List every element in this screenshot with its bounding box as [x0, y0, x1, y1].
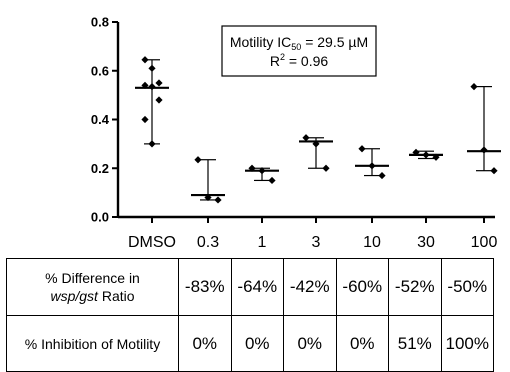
data-point — [141, 81, 149, 89]
y-tick-label: 0.0 — [91, 210, 109, 225]
x-tick-label: DMSO — [128, 234, 176, 251]
data-point — [412, 148, 420, 157]
table-cell: 0% — [335, 315, 389, 372]
table-row-inhibition: % Inhibition of Motility 0% 0% 0% 0% 51%… — [6, 315, 494, 372]
table-row-difference: % Difference in wsp/gst Ratio -83% -64% … — [6, 258, 494, 316]
table-cell: 0% — [178, 315, 232, 372]
table-cell: 100% — [440, 315, 494, 372]
data-point — [214, 196, 222, 204]
y-tick-label: 0.8 — [91, 15, 109, 30]
table-cell: 0% — [283, 315, 337, 372]
table-cell: -64% — [230, 258, 284, 316]
row-header-inhibition: % Inhibition of Motility — [6, 315, 179, 372]
x-tick-label: 3 — [312, 234, 321, 251]
table-cell: -50% — [440, 258, 494, 316]
y-tick-label: 0.4 — [91, 112, 110, 127]
chart-axes — [112, 21, 495, 223]
scatter-chart: 0.0 0.2 0.4 0.6 0.8 DMSO 0.3 1 3 10 30 100 Motility… — [91, 15, 501, 252]
x-tick-label: 1 — [258, 234, 267, 251]
table-cell: -60% — [335, 258, 389, 316]
data-point — [480, 146, 488, 154]
data-point — [155, 79, 163, 87]
table-cell: 51% — [388, 315, 442, 372]
row-header-italic: wsp/gst — [50, 288, 98, 304]
data-point — [368, 162, 376, 170]
chart-marks — [135, 56, 501, 204]
data-point — [148, 64, 156, 72]
y-tick-label: 0.2 — [91, 161, 109, 176]
annotation-line2: R2 = 0.96 — [270, 52, 329, 69]
data-point — [358, 145, 366, 153]
data-point — [148, 82, 156, 91]
data-point — [490, 167, 498, 175]
annotation-box: Motility IC50 = 29.5 µM R2 = 0.96 — [221, 25, 377, 77]
row-header-line1: % Difference in — [45, 270, 140, 286]
data-point — [302, 134, 310, 142]
annotation-frame — [221, 25, 377, 77]
table-cell: 0% — [230, 315, 284, 372]
table-cell: -83% — [178, 258, 232, 316]
table-cell: -52% — [388, 258, 442, 316]
summary-table: % Difference in wsp/gst Ratio -83% -64% … — [6, 258, 494, 372]
data-point — [378, 171, 386, 180]
row-header-difference: % Difference in wsp/gst Ratio — [6, 258, 179, 316]
data-point — [422, 151, 430, 159]
data-point — [155, 96, 163, 104]
x-tick-label: 0.3 — [197, 234, 219, 251]
row-header-suffix: Ratio — [97, 288, 135, 304]
x-tick-label: 100 — [471, 234, 498, 251]
data-point — [141, 56, 149, 64]
data-point — [248, 164, 256, 172]
data-point — [268, 176, 276, 185]
y-tick-label: 0.6 — [91, 63, 109, 78]
data-point — [432, 153, 440, 161]
data-point — [141, 115, 149, 124]
data-point — [258, 167, 266, 175]
data-point — [312, 140, 320, 148]
annotation-line1: Motility IC50 = 29.5 µM — [230, 34, 368, 52]
data-point — [470, 82, 478, 91]
x-tick-label: 30 — [417, 234, 435, 251]
table-cell: -42% — [283, 258, 337, 316]
x-tick-label: 10 — [363, 234, 381, 251]
chart-labels: 0.0 0.2 0.4 0.6 0.8 DMSO 0.3 1 3 10 30 100 — [91, 15, 498, 252]
data-point — [204, 193, 212, 202]
data-point — [148, 140, 156, 148]
data-point — [322, 164, 330, 172]
data-point — [194, 156, 202, 164]
